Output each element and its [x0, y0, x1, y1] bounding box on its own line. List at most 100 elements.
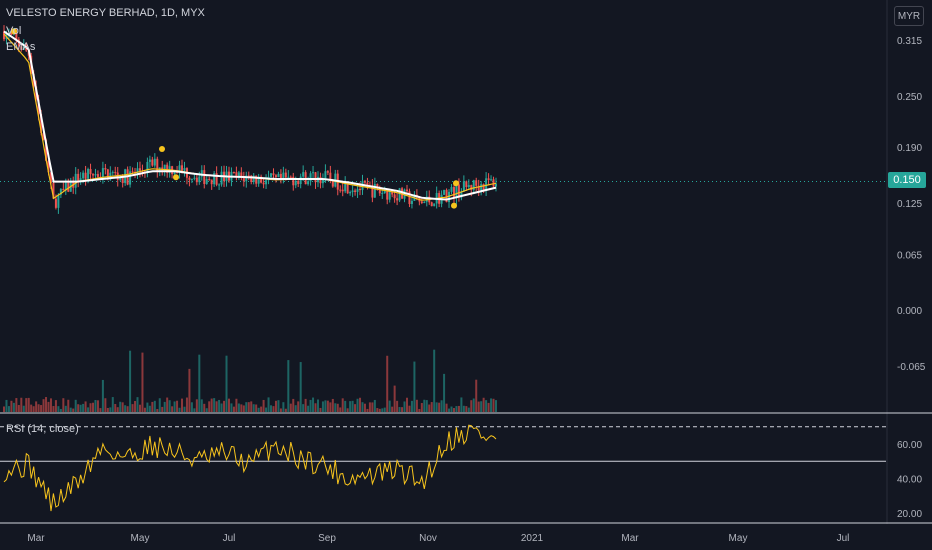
candle-body [195, 177, 198, 183]
candle-body [245, 175, 248, 182]
candle-body [485, 178, 488, 191]
volume-bar [156, 408, 159, 412]
candle-body [57, 194, 60, 208]
volume-bar [195, 399, 198, 412]
volume-bar [349, 401, 352, 412]
volume-bar [106, 407, 109, 412]
volume-bar [25, 398, 28, 412]
volume-bar [361, 402, 364, 412]
volume-bar [208, 401, 211, 412]
volume-bar [490, 398, 493, 412]
candle-body [329, 172, 332, 181]
emas-legend[interactable]: EMAs [6, 41, 36, 53]
volume-bar [190, 402, 193, 412]
rsi-line [3, 424, 497, 512]
volume-bar [319, 407, 322, 412]
volume-bar [235, 398, 238, 412]
volume-bar [64, 405, 67, 412]
candle-body [47, 160, 50, 173]
volume-bar [225, 355, 228, 412]
volume-bar [282, 402, 285, 412]
volume-bar [289, 403, 292, 412]
symbol-title[interactable]: VELESTO ENERGY BERHAD, 1D, MYX [6, 7, 205, 19]
volume-bar [410, 400, 413, 412]
candle-body [455, 184, 458, 199]
volume-bar [52, 406, 55, 412]
volume-bar [388, 400, 391, 412]
volume-bar [371, 402, 374, 412]
volume-bar [351, 400, 354, 412]
candle-body [490, 179, 493, 181]
volume-bar [171, 406, 174, 412]
candle-body [3, 31, 5, 40]
candle-body [383, 191, 386, 194]
volume-bar [7, 406, 10, 412]
volume-bar [477, 401, 480, 412]
volume-bar [5, 399, 8, 412]
volume-bar [455, 406, 458, 412]
candle-body [462, 181, 465, 192]
currency-button[interactable]: MYR [894, 6, 924, 26]
volume-bar [131, 404, 134, 412]
candle-body [163, 164, 166, 171]
candle-body [42, 132, 45, 140]
candle-body [378, 187, 381, 194]
rsi-legend[interactable]: RSI (14, close) [6, 423, 79, 435]
volume-bar [363, 403, 366, 412]
candle-body [289, 176, 292, 178]
volume-bar [398, 407, 401, 412]
time-tick-label: Sep [318, 533, 336, 544]
signal-dot [173, 174, 179, 181]
vol-legend[interactable]: Vol [6, 25, 22, 37]
candle-body [403, 189, 406, 199]
candle-body [321, 178, 324, 184]
volume-bar [299, 362, 302, 412]
candle-body [297, 180, 300, 185]
volume-bar [57, 406, 60, 412]
volume-bar [443, 373, 446, 412]
volume-bar [312, 397, 315, 412]
volume-bar [274, 400, 277, 412]
volume-bar [255, 404, 258, 412]
volume-bar [138, 404, 141, 412]
candle-body [433, 203, 436, 207]
candle-body [101, 168, 104, 178]
volume-bar [257, 407, 260, 412]
candle-body [452, 187, 455, 199]
volume-bar [210, 398, 213, 412]
candle-body [465, 181, 468, 188]
volume-bar [37, 404, 40, 412]
volume-bar [354, 404, 357, 412]
volume-bar [265, 407, 268, 412]
price-tick-label: 0.250 [897, 92, 922, 103]
volume-bar [116, 407, 119, 412]
volume-bar [428, 404, 431, 412]
volume-bar [448, 408, 451, 412]
candle-body [487, 178, 490, 181]
volume-bar [373, 399, 376, 412]
candle-body [178, 165, 181, 174]
volume-bar [69, 407, 72, 412]
volume-bar [391, 406, 394, 412]
candle-body [136, 168, 139, 174]
volume-bar [304, 398, 307, 412]
rsi-tick-label: 40.00 [897, 475, 922, 486]
candle-body [359, 188, 362, 191]
candle-body [67, 182, 70, 192]
candle-body [270, 173, 273, 177]
volume-bar [87, 407, 90, 412]
volume-bar [297, 401, 300, 412]
candle-body [351, 190, 354, 193]
candle-body [349, 192, 352, 194]
price-tick-label: -0.065 [897, 362, 926, 373]
volume-bar [59, 408, 62, 412]
volume-bar [403, 401, 406, 412]
volume-bar [309, 399, 312, 412]
candle-body [96, 174, 99, 177]
candle-body [450, 187, 453, 192]
volume-bar [408, 405, 411, 412]
volume-bar [262, 399, 265, 412]
candle-body [106, 169, 109, 180]
volume-bar [82, 403, 85, 412]
